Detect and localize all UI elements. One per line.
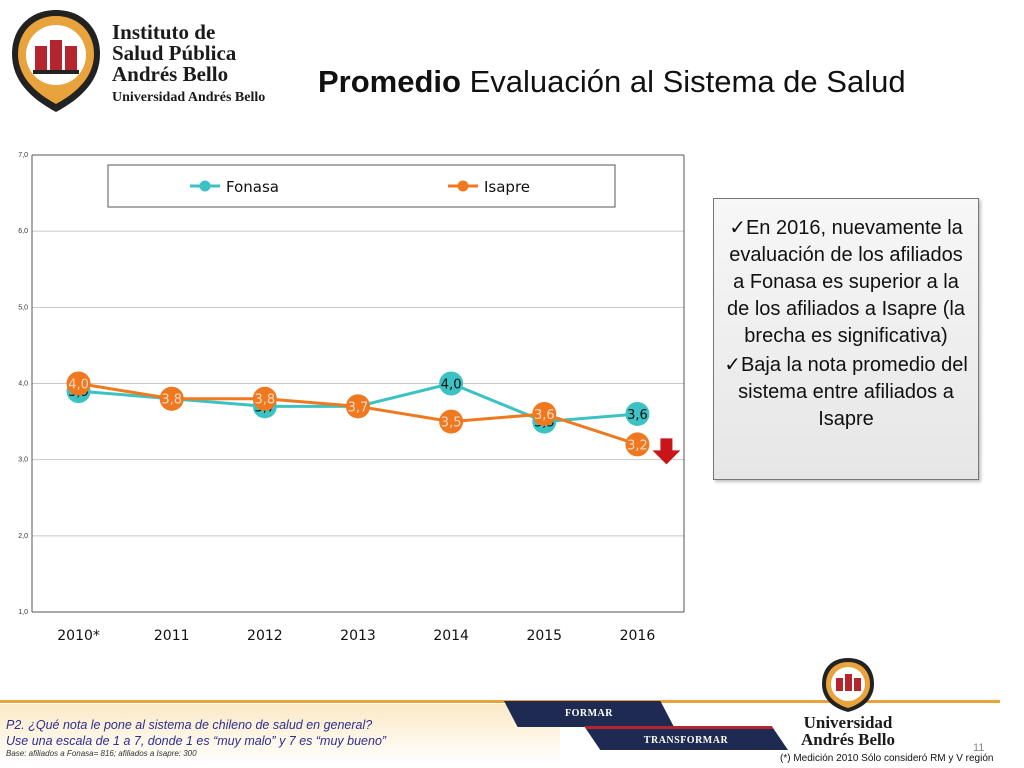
y-tick-label: 7,0 bbox=[18, 152, 28, 159]
data-point-isapre bbox=[532, 401, 557, 426]
y-tick-label: 5,0 bbox=[18, 304, 28, 311]
page-title-bold: Promedio bbox=[318, 64, 461, 99]
legend-label-isapre: Isapre bbox=[484, 178, 530, 196]
findings-box: ✓En 2016, nuevamente la evaluación de lo… bbox=[713, 198, 979, 480]
data-label-isapre: 3,5 bbox=[441, 416, 462, 431]
page-title: Promedio Evaluación al Sistema de Salud bbox=[318, 64, 906, 100]
data-point-isapre bbox=[159, 386, 184, 411]
question-line-2: Use una escala de 1 a 7, donde 1 es “muy… bbox=[6, 734, 387, 748]
footnote: (*) Medición 2010 Sólo consideró RM y V … bbox=[780, 753, 994, 764]
line-chart-svg: 1,0 2,0 3,0 4,0 5,0 6,0 7,0 2010* 2011 2012 2013 20… bbox=[18, 152, 685, 644]
y-tick-label: 3,0 bbox=[18, 457, 28, 464]
line-chart: 1,0 2,0 3,0 4,0 5,0 6,0 7,0 2010* 2011 2012 2013 20… bbox=[0, 148, 700, 653]
data-label-isapre: 4,0 bbox=[68, 378, 89, 393]
data-label-isapre: 3,8 bbox=[255, 393, 276, 408]
legend-marker-isapre bbox=[457, 180, 469, 192]
base-text: Base: afiliados a Fonasa= 816; afiliados… bbox=[6, 749, 197, 758]
university-emblem-icon bbox=[822, 658, 874, 712]
university-logo: Universidad Andrés Bello bbox=[798, 656, 898, 752]
university-name-line-1: Universidad bbox=[803, 713, 893, 732]
data-point-isapre bbox=[252, 386, 277, 411]
y-tick-label: 4,0 bbox=[18, 381, 28, 388]
x-tick-label: 2016 bbox=[620, 628, 656, 644]
x-tick-label: 2011 bbox=[154, 628, 190, 644]
data-point-isapre bbox=[66, 371, 91, 396]
data-label-fonasa: 3,6 bbox=[627, 408, 648, 423]
data-point-isapre bbox=[439, 409, 464, 434]
institute-emblem-icon bbox=[12, 10, 100, 112]
legend-box bbox=[107, 164, 616, 208]
data-point-fonasa bbox=[625, 401, 650, 426]
data-label-isapre: 3,6 bbox=[534, 408, 555, 423]
transformar-tag: TRANSFORMAR bbox=[584, 726, 788, 750]
university-name-line-2: Andrés Bello bbox=[801, 730, 895, 749]
logo-line-3: Andrés Bello bbox=[112, 62, 229, 86]
data-label-isapre: 3,2 bbox=[627, 438, 648, 453]
institute-logo: Instituto de Salud Pública Andrés Bello … bbox=[8, 8, 288, 118]
finding-item-2: ✓Baja la nota promedio del sistema entre… bbox=[724, 354, 968, 430]
y-tick-label: 1,0 bbox=[18, 609, 28, 616]
logo-line-2: Salud Pública bbox=[112, 41, 237, 65]
logo-line-1: Instituto de bbox=[112, 20, 216, 44]
logo-line-4: Universidad Andrés Bello bbox=[112, 90, 266, 105]
x-tick-label: 2013 bbox=[340, 628, 376, 644]
question-text: P2. ¿Qué nota le pone al sistema de chil… bbox=[6, 717, 386, 749]
x-tick-label: 2015 bbox=[526, 628, 562, 644]
x-tick-label: 2012 bbox=[247, 628, 283, 644]
down-arrow-icon bbox=[652, 438, 681, 465]
data-label-isapre: 3,7 bbox=[348, 400, 369, 415]
y-tick-label: 2,0 bbox=[18, 533, 28, 540]
data-label-fonasa: 4,0 bbox=[441, 378, 462, 393]
x-tick-label: 2010* bbox=[57, 628, 100, 644]
university-name: Universidad Andrés Bello bbox=[798, 714, 898, 748]
question-line-1: P2. ¿Qué nota le pone al sistema de chil… bbox=[6, 718, 373, 732]
finding-item-1: ✓En 2016, nuevamente la evaluación de lo… bbox=[727, 217, 965, 347]
x-tick-label: 2014 bbox=[433, 628, 469, 644]
page-number: 11 bbox=[973, 742, 985, 754]
y-tick-label: 6,0 bbox=[18, 228, 28, 235]
data-point-isapre bbox=[625, 432, 650, 457]
footer-question-area: P2. ¿Qué nota le pone al sistema de chil… bbox=[0, 704, 560, 764]
page-title-rest: Evaluación al Sistema de Salud bbox=[460, 64, 906, 99]
legend-label-fonasa: Fonasa bbox=[226, 178, 279, 196]
data-point-fonasa bbox=[439, 371, 464, 396]
data-point-isapre bbox=[346, 394, 370, 419]
footer-band bbox=[0, 700, 1000, 703]
data-label-isapre: 3,8 bbox=[161, 393, 182, 408]
formar-tag: FORMAR bbox=[504, 701, 674, 727]
legend-marker-fonasa bbox=[199, 180, 211, 192]
